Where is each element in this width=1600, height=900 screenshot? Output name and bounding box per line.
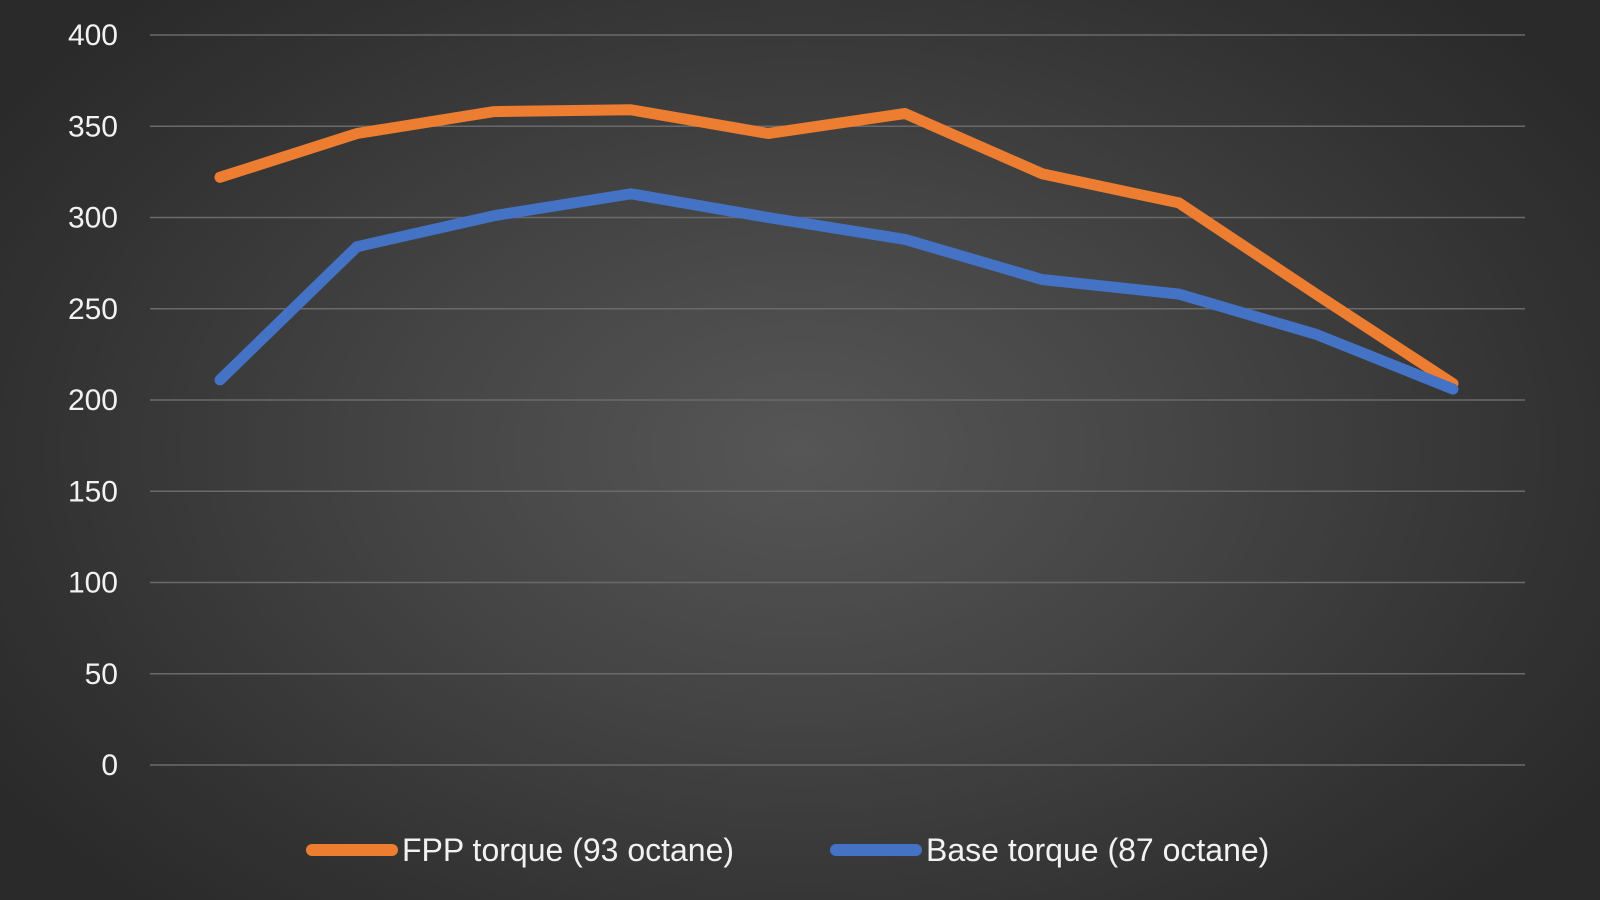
y-tick-label-0: 0 — [101, 749, 118, 782]
y-tick-label-200: 200 — [68, 384, 118, 417]
y-axis-tick-labels: 0 50 100 150 200 250 300 350 400 — [68, 19, 118, 782]
series-lines — [214, 104, 1459, 395]
y-tick-label-100: 100 — [68, 567, 118, 600]
y-tick-label-300: 300 — [68, 202, 118, 235]
gridlines — [150, 34, 1525, 766]
series-line-fpp-torque — [214, 104, 1459, 390]
y-tick-label-350: 350 — [68, 110, 118, 143]
legend-item-fpp-torque: FPP torque (93 octane) — [306, 832, 734, 868]
legend: FPP torque (93 octane) Base torque (87 oc… — [306, 832, 1269, 868]
legend-label: FPP torque (93 octane) — [402, 832, 734, 868]
legend-label: Base torque (87 octane) — [926, 832, 1269, 868]
legend-item-base-torque: Base torque (87 octane) — [830, 832, 1269, 868]
y-tick-label-150: 150 — [68, 475, 118, 508]
series-line-base-torque — [214, 188, 1459, 395]
y-tick-label-250: 250 — [68, 293, 118, 326]
y-tick-label-50: 50 — [85, 658, 118, 691]
y-tick-label-400: 400 — [68, 19, 118, 52]
